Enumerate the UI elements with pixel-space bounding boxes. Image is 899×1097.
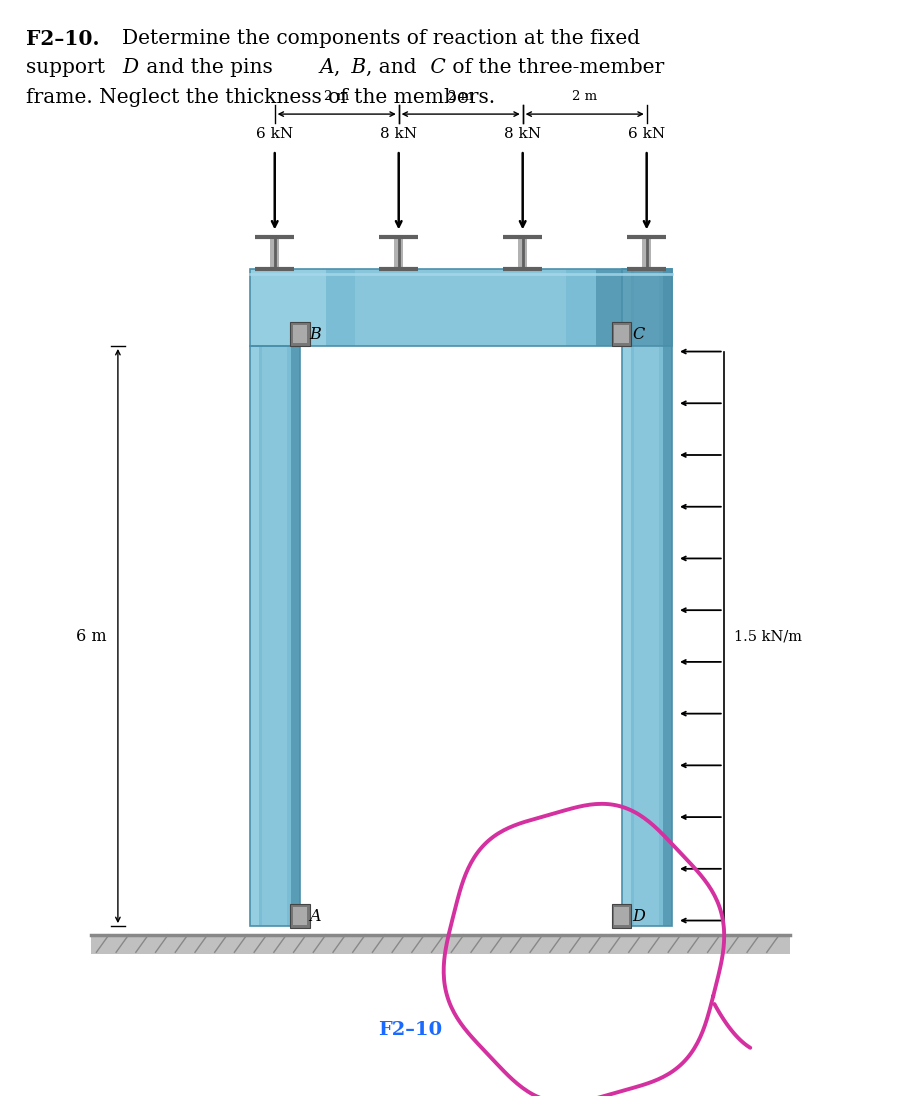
Bar	[395, 237, 403, 270]
Text: C: C	[632, 326, 645, 342]
Bar	[250, 346, 259, 926]
Text: D: D	[632, 907, 645, 925]
Text: A: A	[308, 907, 320, 925]
Bar	[250, 270, 325, 346]
Bar	[263, 346, 288, 926]
Bar	[293, 326, 307, 342]
Bar	[271, 237, 280, 270]
Text: C: C	[424, 58, 446, 77]
Text: frame. Neglect the thickness of the members.: frame. Neglect the thickness of the memb…	[26, 88, 495, 106]
Bar	[611, 904, 631, 928]
Text: B: B	[308, 326, 321, 342]
Bar	[293, 907, 307, 925]
Bar	[518, 237, 527, 270]
Bar	[91, 935, 790, 954]
Text: support: support	[26, 58, 111, 77]
Bar	[611, 323, 631, 346]
Text: F2–10: F2–10	[378, 1021, 442, 1039]
Text: 8 kN: 8 kN	[504, 127, 541, 142]
Bar	[596, 270, 672, 346]
Text: 6 kN: 6 kN	[256, 127, 293, 142]
Text: A: A	[319, 58, 334, 77]
Bar	[614, 326, 628, 342]
Bar	[621, 270, 672, 926]
Text: B: B	[344, 58, 366, 77]
Text: , and: , and	[366, 58, 417, 77]
Bar	[642, 237, 651, 270]
Text: and the pins: and the pins	[140, 58, 280, 77]
Bar	[290, 323, 309, 346]
Text: of the three-member: of the three-member	[446, 58, 664, 77]
Bar	[250, 270, 672, 346]
Text: 8 kN: 8 kN	[380, 127, 417, 142]
Bar	[663, 270, 672, 926]
Text: 6 kN: 6 kN	[628, 127, 665, 142]
Bar	[250, 346, 300, 926]
Text: 1.5 kN/m: 1.5 kN/m	[734, 629, 803, 643]
Bar	[621, 270, 630, 926]
Text: 2 m: 2 m	[325, 90, 350, 103]
Bar	[250, 346, 300, 926]
Bar	[290, 346, 300, 926]
Text: ,: ,	[333, 58, 339, 77]
Text: D: D	[122, 58, 138, 77]
Text: 2 m: 2 m	[448, 90, 473, 103]
Bar	[355, 270, 566, 346]
Text: F2–10.: F2–10.	[26, 29, 100, 48]
Bar	[290, 904, 309, 928]
Bar	[614, 907, 628, 925]
Text: 6 m: 6 m	[76, 627, 106, 645]
Bar	[634, 270, 659, 926]
Text: 2 m: 2 m	[572, 90, 597, 103]
Bar	[250, 270, 672, 346]
Text: Determine the components of reaction at the fixed: Determine the components of reaction at …	[122, 29, 640, 48]
Bar	[621, 270, 672, 926]
